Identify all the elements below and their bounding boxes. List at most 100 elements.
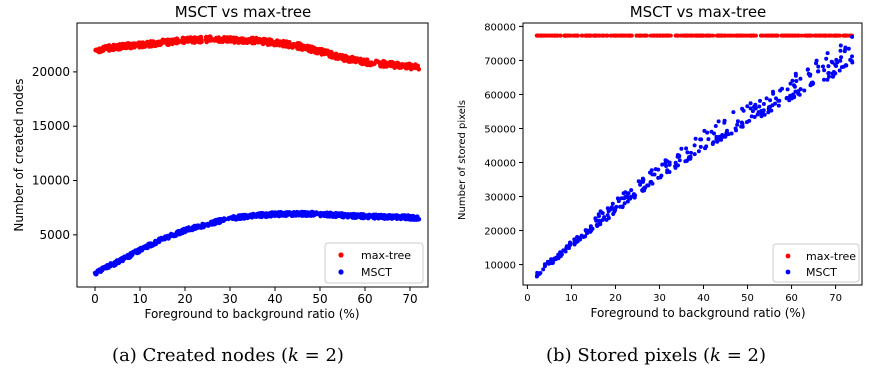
chart-a-point-maxtree bbox=[277, 42, 283, 48]
chart-a-point-maxtree bbox=[351, 56, 357, 62]
chart-b-point-msct bbox=[793, 89, 798, 94]
chart-a-point-msct bbox=[376, 212, 382, 218]
chart-b-point-maxtree bbox=[813, 33, 818, 38]
chart-b-point-msct bbox=[696, 149, 701, 154]
chart-a-point-maxtree bbox=[346, 59, 351, 64]
chart-a-point-msct bbox=[403, 216, 408, 222]
chart-b-point-msct bbox=[596, 212, 601, 217]
chart-a-point-maxtree bbox=[93, 47, 99, 53]
chart-b-point-msct bbox=[675, 154, 680, 159]
chart-b-point-msct bbox=[709, 129, 714, 134]
chart-b-title: MSCT vs max-tree bbox=[630, 3, 767, 21]
chart-b-xtick-label: 60 bbox=[785, 293, 798, 304]
chart-b-point-msct bbox=[715, 136, 719, 141]
chart-b-point-maxtree bbox=[831, 33, 836, 38]
chart-b-point-msct bbox=[577, 235, 582, 240]
chart-b-point-maxtree bbox=[652, 33, 657, 38]
chart-b-point-msct bbox=[764, 96, 769, 101]
chart-b-point-msct bbox=[556, 256, 561, 261]
chart-a-point-maxtree bbox=[344, 54, 350, 60]
chart-b-point-msct bbox=[756, 110, 761, 115]
chart-b-point-msct bbox=[648, 170, 652, 175]
chart-b-point-msct bbox=[702, 128, 707, 133]
chart-a-point-msct bbox=[390, 215, 396, 220]
chart-a-point-msct bbox=[266, 212, 272, 217]
chart-a-xtick-label: 10 bbox=[132, 292, 147, 306]
chart-b-point-msct bbox=[629, 194, 634, 199]
chart-a-point-maxtree bbox=[386, 60, 392, 66]
chart-b-point-maxtree bbox=[676, 33, 681, 38]
chart-b-point-msct bbox=[605, 213, 610, 218]
chart-a-point-maxtree bbox=[238, 38, 243, 44]
chart-a-xtick-label: 30 bbox=[222, 292, 237, 306]
chart-a-point-msct bbox=[290, 212, 296, 217]
chart-b-point-msct bbox=[626, 191, 631, 196]
chart-a-ytick-label: 5000 bbox=[39, 228, 70, 242]
chart-a-point-msct bbox=[112, 261, 118, 266]
chart-b-point-msct bbox=[805, 67, 810, 72]
chart-a-point-maxtree bbox=[289, 45, 295, 50]
chart-a-point-maxtree bbox=[323, 49, 328, 54]
chart-b-point-msct bbox=[623, 190, 628, 195]
chart-b-point-maxtree bbox=[628, 33, 633, 38]
chart-b-ytick-label: 20000 bbox=[484, 227, 516, 238]
chart-b-point-msct bbox=[744, 120, 749, 125]
chart-b-point-msct bbox=[793, 73, 798, 78]
chart-a-point-maxtree bbox=[117, 42, 123, 47]
chart-b-point-maxtree bbox=[837, 33, 842, 38]
chart-a-point-msct bbox=[406, 216, 412, 222]
chart-b-point-msct bbox=[604, 217, 609, 222]
chart-b-point-maxtree bbox=[680, 33, 685, 38]
chart-b-point-msct bbox=[792, 84, 797, 89]
chart-b-point-msct bbox=[629, 188, 634, 193]
chart-b-point-msct bbox=[740, 124, 745, 129]
chart-b-point-msct bbox=[794, 79, 799, 83]
chart-a-point-msct bbox=[301, 213, 306, 218]
chart-a-xtick-label: 60 bbox=[357, 292, 372, 306]
chart-b-point-maxtree bbox=[614, 33, 619, 38]
chart-a-point-msct bbox=[257, 214, 263, 219]
chart-b-point-msct bbox=[585, 231, 590, 236]
chart-b-point-msct bbox=[829, 59, 834, 64]
chart-b-point-msct bbox=[704, 144, 709, 149]
chart-b-point-maxtree bbox=[728, 33, 732, 38]
chart-b-xlabel: Foreground to background ratio (%) bbox=[590, 306, 805, 320]
chart-a-ytick-label: 15000 bbox=[32, 119, 70, 133]
chart-a-point-maxtree bbox=[118, 45, 124, 51]
chart-a-xtick-label: 50 bbox=[312, 292, 327, 306]
chart-b-point-msct bbox=[826, 71, 831, 75]
chart-b-point-msct bbox=[778, 88, 783, 93]
chart-a-point-maxtree bbox=[180, 35, 186, 41]
chart-b-point-msct bbox=[776, 103, 781, 108]
chart-b-point-msct bbox=[710, 141, 715, 146]
chart-b-point-maxtree bbox=[601, 33, 606, 38]
chart-b-point-msct bbox=[665, 169, 670, 173]
chart-a-point-msct bbox=[233, 217, 239, 222]
chart-a-point-msct bbox=[345, 214, 351, 220]
chart-b-point-maxtree bbox=[539, 33, 544, 38]
chart-b-point-msct bbox=[826, 64, 831, 69]
chart-b-point-maxtree bbox=[749, 33, 754, 38]
chart-b-xtick-label: 40 bbox=[697, 293, 710, 304]
chart-b-point-maxtree bbox=[758, 33, 763, 38]
chart-a-point-maxtree bbox=[213, 37, 218, 42]
chart-b-point-msct bbox=[568, 243, 573, 247]
chart-a-point-maxtree bbox=[160, 37, 166, 43]
chart-a-point-msct bbox=[159, 236, 164, 242]
chart-a-point-maxtree bbox=[172, 37, 178, 42]
chart-a-point-maxtree bbox=[271, 42, 277, 47]
chart-a-title: MSCT vs max-tree bbox=[175, 3, 312, 21]
chart-b-xtick-label: 0 bbox=[524, 293, 530, 304]
chart-b-point-msct bbox=[822, 77, 826, 82]
chart-b-point-maxtree bbox=[566, 33, 571, 38]
chart-b-point-msct bbox=[610, 201, 615, 206]
chart-a-point-msct bbox=[146, 242, 152, 247]
chart-b-point-maxtree bbox=[826, 33, 831, 38]
chart-b-point-msct bbox=[777, 98, 782, 103]
chart-b-point-msct bbox=[822, 68, 827, 73]
chart-b-point-maxtree bbox=[662, 33, 667, 38]
chart-a-legend-msct-marker bbox=[338, 269, 344, 275]
chart-b-point-msct bbox=[850, 34, 855, 39]
chart-b-point-msct bbox=[549, 257, 554, 262]
chart-b-point-msct bbox=[713, 124, 718, 128]
